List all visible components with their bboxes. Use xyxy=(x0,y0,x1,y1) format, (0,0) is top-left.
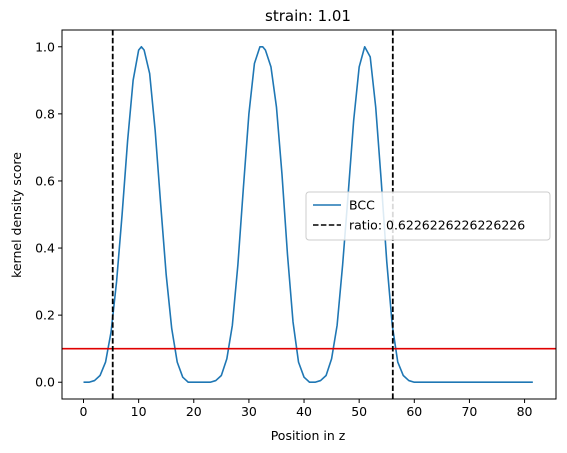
y-axis-label: kernel density score xyxy=(9,152,24,278)
x-tick-label: 70 xyxy=(461,404,477,419)
legend-box xyxy=(305,191,551,241)
y-tick-label: 0.4 xyxy=(35,241,55,256)
y-tick-label: 0.8 xyxy=(35,106,55,121)
x-tick-label: 40 xyxy=(296,404,312,419)
x-tick-label: 0 xyxy=(80,404,88,419)
x-tick-label: 10 xyxy=(131,404,147,419)
y-tick-label: 0.2 xyxy=(35,308,55,323)
x-tick-label: 80 xyxy=(517,404,533,419)
legend-label-bcc: BCC xyxy=(349,198,375,213)
x-axis-label: Position in z xyxy=(271,428,346,443)
legend-label-ratio: ratio: 0.6226226226226226 xyxy=(349,218,525,233)
x-tick-label: 20 xyxy=(186,404,202,419)
y-tick-label: 0.0 xyxy=(35,375,55,390)
legend: BCC ratio: 0.6226226226226226 xyxy=(305,191,551,241)
x-tick-label: 60 xyxy=(406,404,422,419)
axes-frame xyxy=(61,29,557,400)
chart-title: strain: 1.01 xyxy=(265,7,351,25)
x-tick-label: 30 xyxy=(241,404,257,419)
x-tick-label: 50 xyxy=(351,404,367,419)
y-tick-label: 0.6 xyxy=(35,173,55,188)
y-tick-label: 1.0 xyxy=(35,39,55,54)
